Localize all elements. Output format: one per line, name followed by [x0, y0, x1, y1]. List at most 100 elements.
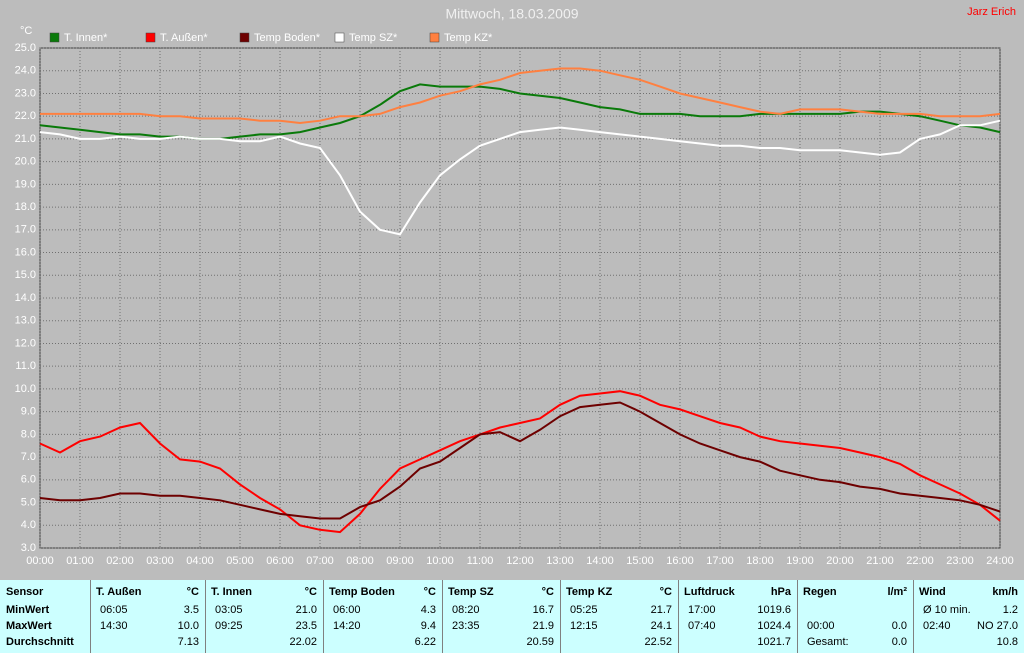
- table-cell: 23:35: [452, 620, 480, 632]
- table-cell: 1.2: [1002, 604, 1018, 616]
- table-cell: 7.13: [177, 636, 199, 648]
- table-cell: 21.0: [295, 604, 317, 616]
- x-tick-label: 06:00: [266, 555, 294, 567]
- column-divider: [442, 580, 443, 653]
- table-cell: 0.0: [891, 636, 907, 648]
- legend-label: Temp KZ*: [444, 32, 493, 44]
- column-divider: [678, 580, 679, 653]
- table-cell: T. Außen: [96, 586, 142, 598]
- legend-swatch: [145, 32, 156, 43]
- y-tick-label: 17.0: [15, 224, 36, 236]
- table-cell: 02:40: [923, 620, 951, 632]
- x-tick-label: 13:00: [546, 555, 574, 567]
- table-cell: 10.8: [996, 636, 1018, 648]
- table-cell: 1021.7: [757, 636, 791, 648]
- column-divider: [205, 580, 206, 653]
- legend-swatch: [334, 32, 345, 43]
- table-cell: 23.5: [295, 620, 317, 632]
- table-cell: 3.5: [183, 604, 199, 616]
- table-cell: 21.9: [532, 620, 554, 632]
- table-cell: 17:00: [688, 604, 716, 616]
- legend-label: T. Innen*: [64, 32, 108, 44]
- table-cell: hPa: [770, 586, 791, 598]
- y-tick-label: 25.0: [15, 42, 36, 54]
- table-cell: °C: [186, 586, 199, 598]
- table-cell: 1024.4: [757, 620, 791, 632]
- y-tick-label: 18.0: [15, 201, 36, 213]
- x-tick-label: 00:00: [26, 555, 54, 567]
- table-cell: 6.22: [414, 636, 436, 648]
- table-cell: 00:00: [807, 620, 835, 632]
- table-cell: Sensor: [6, 586, 44, 598]
- table-cell: Temp KZ: [566, 586, 613, 598]
- table-cell: °C: [423, 586, 436, 598]
- legend-label: Temp Boden*: [254, 32, 321, 44]
- legend-swatch: [429, 32, 440, 43]
- legend-swatch: [49, 32, 60, 43]
- x-tick-label: 15:00: [626, 555, 654, 567]
- legend-label: T. Außen*: [160, 32, 208, 44]
- series-line: [40, 67, 1001, 125]
- y-tick-label: 14.0: [15, 292, 36, 304]
- table-cell: Gesamt:: [807, 636, 849, 648]
- x-tick-label: 12:00: [506, 555, 534, 567]
- y-tick-label: 23.0: [15, 87, 36, 99]
- table-cell: 09:25: [215, 620, 243, 632]
- table-cell: 20.59: [526, 636, 554, 648]
- y-tick-label: 12.0: [15, 337, 36, 349]
- column-divider: [797, 580, 798, 653]
- table-cell: °C: [541, 586, 554, 598]
- x-tick-label: 03:00: [146, 555, 174, 567]
- chart-title: Mittwoch, 18.03.2009: [445, 6, 578, 22]
- table-cell: 1019.6: [757, 604, 791, 616]
- x-tick-label: 18:00: [746, 555, 774, 567]
- table-cell: °C: [304, 586, 317, 598]
- table-cell: 14:30: [100, 620, 128, 632]
- y-tick-label: 4.0: [21, 519, 36, 531]
- x-tick-label: 17:00: [706, 555, 734, 567]
- table-cell: 21.7: [650, 604, 672, 616]
- table-cell: MinWert: [6, 604, 50, 616]
- annotation: Jarz Erich: [967, 6, 1016, 18]
- table-cell: 06:00: [333, 604, 361, 616]
- table-cell: Temp Boden: [329, 586, 395, 598]
- table-cell: Wind: [919, 586, 946, 598]
- y-tick-label: 24.0: [15, 65, 36, 77]
- legend-label: Temp SZ*: [349, 32, 398, 44]
- table-cell: Ø 10 min.: [923, 604, 971, 616]
- table-cell: Temp SZ: [448, 586, 494, 598]
- table-cell: Regen: [803, 586, 837, 598]
- y-tick-label: 13.0: [15, 315, 36, 327]
- x-tick-label: 09:00: [386, 555, 414, 567]
- table-cell: km/h: [992, 586, 1018, 598]
- y-tick-label: 6.0: [21, 474, 36, 486]
- column-divider: [323, 580, 324, 653]
- y-tick-label: 9.0: [21, 406, 36, 418]
- table-cell: T. Innen: [211, 586, 252, 598]
- x-tick-label: 08:00: [346, 555, 374, 567]
- y-tick-label: 20.0: [15, 156, 36, 168]
- y-tick-label: 5.0: [21, 496, 36, 508]
- legend-swatch: [239, 32, 250, 43]
- y-tick-label: 10.0: [15, 383, 36, 395]
- series-line: [39, 390, 1001, 534]
- table-cell: 08:20: [452, 604, 480, 616]
- series-line: [39, 401, 1001, 520]
- table-cell: 9.4: [420, 620, 436, 632]
- x-tick-label: 01:00: [66, 555, 94, 567]
- y-tick-label: 15.0: [15, 269, 36, 281]
- x-tick-label: 14:00: [586, 555, 614, 567]
- table-cell: 16.7: [532, 604, 554, 616]
- table-cell: l/m²: [887, 586, 907, 598]
- x-tick-label: 10:00: [426, 555, 454, 567]
- table-cell: 22.02: [289, 636, 317, 648]
- y-tick-label: 21.0: [15, 133, 36, 145]
- table-cell: 22.52: [644, 636, 672, 648]
- x-tick-label: 21:00: [866, 555, 894, 567]
- table-cell: 0.0: [891, 620, 907, 632]
- x-tick-label: 22:00: [906, 555, 934, 567]
- table-cell: 12:15: [570, 620, 598, 632]
- table-cell: 07:40: [688, 620, 716, 632]
- table-cell: 14:20: [333, 620, 361, 632]
